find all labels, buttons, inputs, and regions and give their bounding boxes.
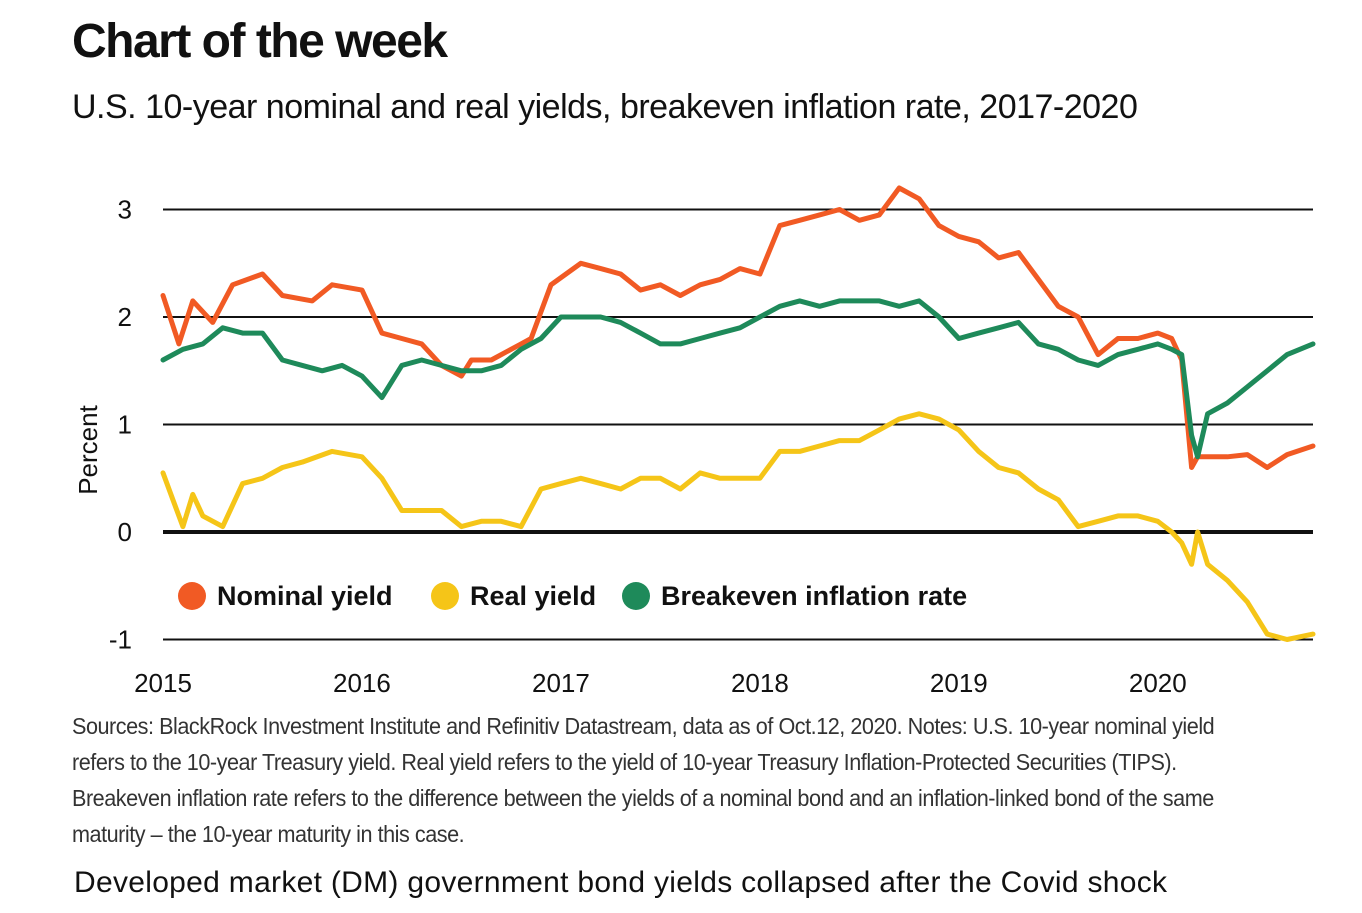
series-line-nominal-yield bbox=[160, 185, 1316, 470]
series-lines bbox=[160, 185, 1316, 642]
y-axis-label: Percent bbox=[73, 404, 103, 494]
x-tick-label: 2017 bbox=[532, 668, 590, 698]
series-line-real-yield bbox=[160, 411, 1316, 642]
x-tick-label: 2015 bbox=[134, 668, 192, 698]
x-tick-label: 2018 bbox=[731, 668, 789, 698]
y-axis-ticks: 3 2 1 0 -1 bbox=[109, 195, 132, 655]
x-tick-label: 2016 bbox=[333, 668, 391, 698]
y-tick-label: 2 bbox=[118, 302, 132, 332]
y-tick-label: 3 bbox=[118, 195, 132, 225]
y-tick-label: 0 bbox=[118, 517, 132, 547]
legend-swatch bbox=[178, 582, 206, 610]
grid-lines bbox=[163, 208, 1313, 641]
y-tick-label: 1 bbox=[118, 410, 132, 440]
sources-note: Sources: BlackRock Investment Institute … bbox=[72, 713, 1215, 847]
x-axis-ticks: 2015 2016 2017 2018 2019 2020 bbox=[134, 668, 1187, 698]
legend-label: Nominal yield bbox=[217, 581, 393, 611]
legend-swatch bbox=[622, 582, 650, 610]
x-tick-label: 2019 bbox=[930, 668, 988, 698]
legend-swatch bbox=[431, 582, 459, 610]
legend: Nominal yield Real yield Breakeven inflati… bbox=[178, 581, 967, 611]
y-tick-label: -1 bbox=[109, 625, 132, 655]
chart-title: Chart of the week bbox=[72, 15, 448, 68]
x-tick-label: 2020 bbox=[1129, 668, 1187, 698]
series-line-breakeven-inflation-rate bbox=[160, 298, 1316, 460]
footer-caption: Developed market (DM) government bond yi… bbox=[74, 866, 1168, 899]
legend-label: Real yield bbox=[470, 581, 596, 611]
chart-subtitle: U.S. 10-year nominal and real yields, br… bbox=[72, 88, 1138, 126]
legend-label: Breakeven inflation rate bbox=[661, 581, 967, 611]
